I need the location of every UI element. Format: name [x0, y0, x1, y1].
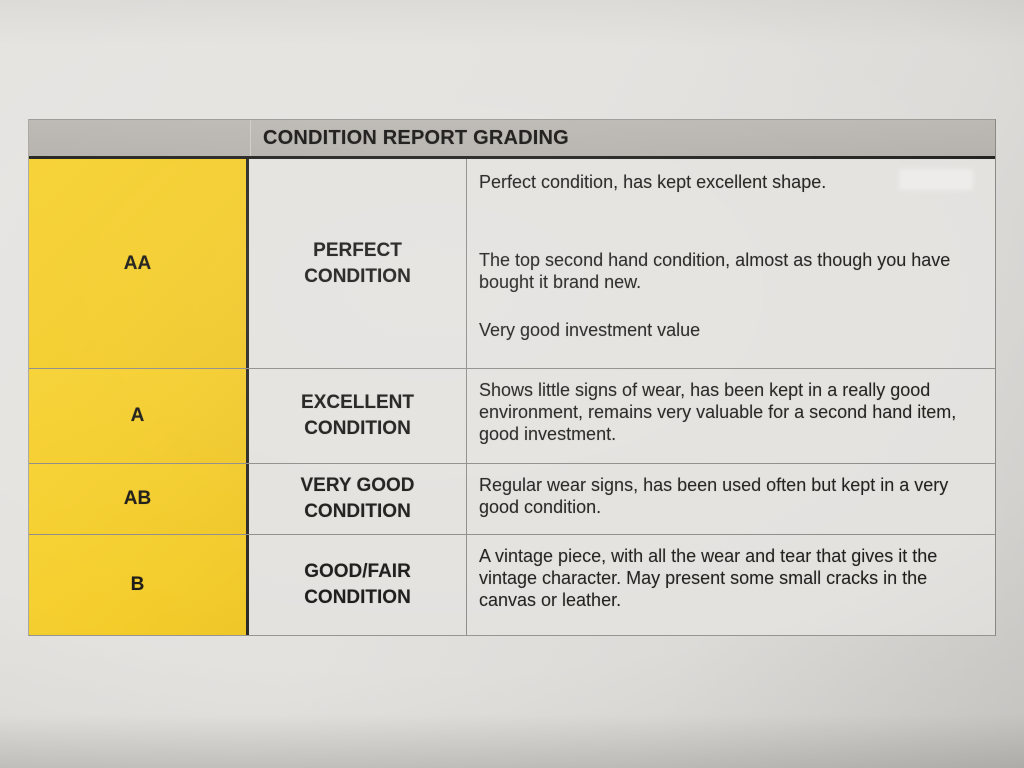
grade-code: AB	[123, 488, 152, 509]
description-paragraph: A vintage piece, with all the wear and t…	[479, 546, 938, 610]
grade-cell: B	[29, 535, 249, 635]
grade-code: B	[130, 574, 145, 595]
table-row-b: B GOOD/FAIR CONDITION A vintage piece, w…	[29, 535, 995, 635]
grade-code: A	[130, 405, 145, 426]
description-cell: Shows little signs of wear, has been kep…	[467, 369, 995, 463]
grade-cell: AB	[29, 464, 249, 534]
condition-label-cell: GOOD/FAIR CONDITION	[249, 535, 467, 635]
grade-code: AA	[123, 252, 152, 274]
whiteout-correction-mark	[899, 169, 973, 190]
condition-grading-table: CONDITION REPORT GRADING AA PERFECT COND…	[28, 119, 996, 636]
grade-cell: AA	[29, 159, 249, 368]
description-cell: Perfect condition, has kept excellent sh…	[467, 159, 995, 368]
description-paragraph: Very good investment value	[479, 320, 701, 340]
table-header-row: CONDITION REPORT GRADING	[29, 119, 995, 159]
condition-label: VERY GOOD CONDITION	[300, 475, 415, 522]
condition-label-cell: VERY GOOD CONDITION	[249, 464, 467, 534]
header-empty-cell	[29, 120, 251, 156]
condition-label-cell: PERFECT CONDITION	[249, 159, 467, 368]
condition-label: PERFECT CONDITION	[304, 239, 411, 287]
condition-label-cell: EXCELLENT CONDITION	[249, 369, 467, 463]
table-row-aa: AA PERFECT CONDITION Perfect condition, …	[29, 159, 995, 369]
header-title-cell: CONDITION REPORT GRADING	[251, 120, 995, 156]
description-cell: Regular wear signs, has been used often …	[467, 464, 995, 534]
table-row-ab: AB VERY GOOD CONDITION Regular wear sign…	[29, 464, 995, 535]
condition-label: GOOD/FAIR CONDITION	[304, 561, 411, 608]
description-paragraph: Perfect condition, has kept excellent sh…	[479, 172, 827, 192]
description-cell: A vintage piece, with all the wear and t…	[467, 535, 995, 635]
table-row-a: A EXCELLENT CONDITION Shows little signs…	[29, 369, 995, 464]
condition-label: EXCELLENT CONDITION	[301, 392, 414, 439]
table-title: CONDITION REPORT GRADING	[263, 126, 569, 149]
description-paragraph: Regular wear signs, has been used often …	[479, 475, 949, 517]
description-paragraph: Shows little signs of wear, has been kep…	[479, 380, 957, 444]
grade-cell: A	[29, 369, 249, 463]
description-paragraph: The top second hand condition, almost as…	[479, 250, 951, 292]
